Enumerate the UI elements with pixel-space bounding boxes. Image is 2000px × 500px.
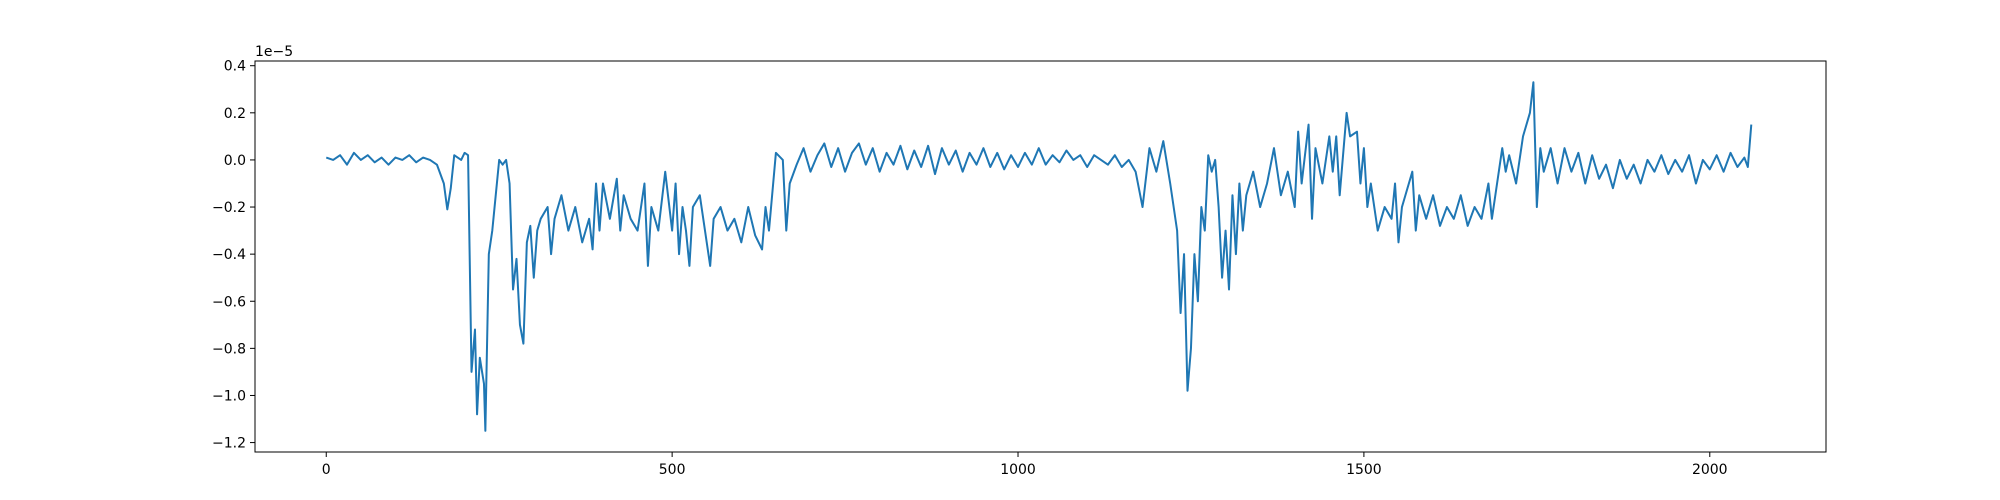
y-tick-label: −1.0 — [212, 388, 246, 404]
y-offset-label: 1e−5 — [255, 44, 293, 60]
line-series — [325, 81, 1753, 432]
x-tick-label: 2000 — [1692, 462, 1728, 478]
y-tick-label: −0.6 — [212, 294, 246, 310]
y-tick-label: −1.2 — [212, 436, 246, 452]
y-tick-label: −0.2 — [212, 200, 246, 216]
x-tick-label: 500 — [659, 462, 686, 478]
x-tick-label: 0 — [322, 462, 331, 478]
y-tick-label: 0.2 — [224, 106, 246, 122]
plot-frame — [254, 60, 1827, 453]
y-tick-label: 0.4 — [224, 59, 246, 75]
y-tick-label: −0.8 — [212, 341, 246, 357]
y-tick-label: 0.0 — [224, 153, 246, 169]
y-tick-label: −0.4 — [212, 247, 246, 263]
x-tick-label: 1500 — [1346, 462, 1382, 478]
x-tick-label: 1000 — [1000, 462, 1036, 478]
